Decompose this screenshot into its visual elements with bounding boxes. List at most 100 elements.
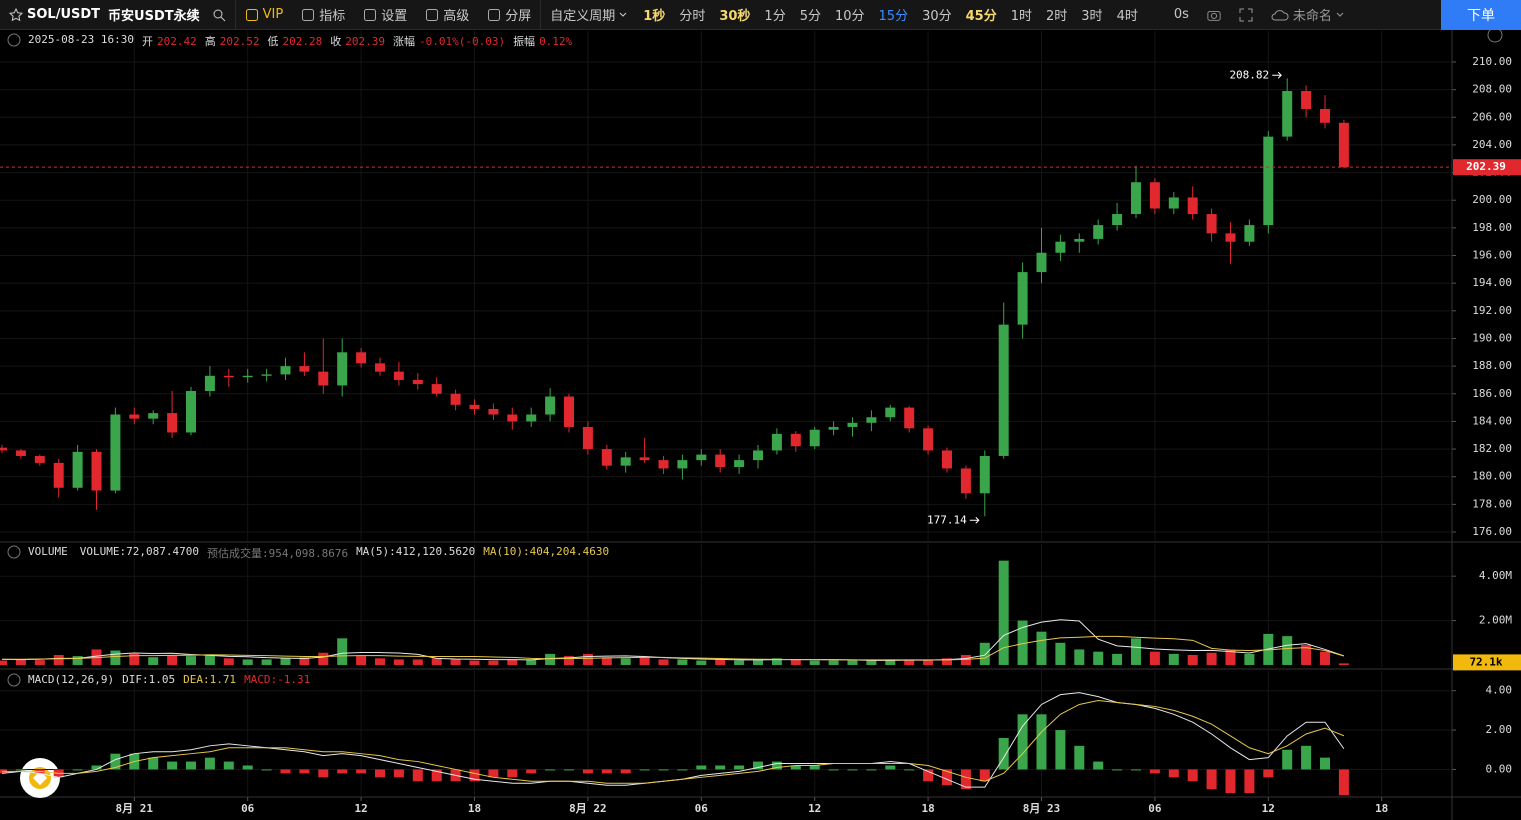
period[interactable]: 30秒 <box>719 9 751 24</box>
volume-bar <box>1074 649 1085 665</box>
volume-bar <box>412 659 423 665</box>
candle-body <box>696 454 707 461</box>
menu-item[interactable]: 指标 <box>292 0 354 30</box>
candle-body <box>318 371 329 386</box>
legend-item: VOLUME:72,087.4700 <box>79 545 199 558</box>
macd-bar <box>923 769 934 782</box>
y-tick-label: 4.00 <box>1486 684 1513 697</box>
menu-icon <box>302 8 315 21</box>
candle-body <box>1187 197 1198 215</box>
menu-item[interactable]: 设置 <box>354 0 416 30</box>
period[interactable]: 3时 <box>1081 9 1103 24</box>
candle-body <box>375 363 386 372</box>
candle-body <box>1112 214 1123 226</box>
candle-body <box>563 396 574 427</box>
volume-bar <box>771 658 782 665</box>
macd-bar <box>866 769 877 771</box>
menu-item[interactable]: VIP <box>236 0 293 30</box>
macd-bar <box>1036 714 1047 770</box>
macd-bar <box>620 769 631 774</box>
volume-bar <box>998 560 1009 665</box>
periods: 1秒 分时 30秒 1分 5分 10分 15分 30分 45分 1时 2时 3时 4时 <box>636 5 1145 24</box>
macd-bar <box>752 761 763 770</box>
order-button[interactable]: 下单 <box>1441 0 1521 30</box>
volume-bar <box>563 656 574 665</box>
candle-body <box>0 447 8 451</box>
period[interactable]: 5分 <box>799 9 821 24</box>
period[interactable]: 4时 <box>1116 9 1138 24</box>
volume-bar <box>34 660 45 665</box>
candle-body <box>261 374 272 376</box>
layout[interactable]: 未命名 <box>1262 0 1353 30</box>
collapse-icon[interactable] <box>7 673 21 687</box>
menu-item[interactable]: 高级 <box>416 0 478 30</box>
candle-body <box>34 455 45 463</box>
period[interactable]: 1秒 <box>643 9 666 24</box>
legend-item: 预估成交量:954,098.8676 <box>206 547 349 560</box>
macd-bar <box>223 761 234 770</box>
period[interactable]: 10分 <box>834 9 865 24</box>
macd-bar <box>148 757 159 770</box>
high-arrow <box>1272 71 1282 79</box>
symbol[interactable]: SOL/USDT 币安USDT永续 <box>0 0 235 30</box>
candle-body <box>941 450 952 469</box>
search-icon[interactable] <box>212 8 226 22</box>
macd-bar <box>186 761 197 770</box>
menu-item[interactable]: 分屏 <box>478 0 540 30</box>
candle-body <box>979 455 990 494</box>
candle-body <box>204 375 215 391</box>
y-tick-label: 176.00 <box>1472 525 1512 538</box>
volume-bar <box>129 653 140 665</box>
volume-bar <box>1338 663 1349 665</box>
volume-bar <box>1149 651 1160 665</box>
separator <box>234 0 236 30</box>
candle-body <box>110 414 121 491</box>
volume-bar <box>318 652 329 665</box>
candle-body <box>601 449 612 466</box>
macd-bar <box>110 753 121 770</box>
info-label: 涨幅 <box>392 35 415 48</box>
custom-period[interactable]: 自定义周期 <box>541 0 636 30</box>
macd-bar <box>1225 769 1236 794</box>
volume-bar <box>450 659 461 665</box>
macd-bar <box>1149 769 1160 774</box>
volume-legend: VOLUME VOLUME:72,087.4700 预估成交量:954,098.86… <box>28 545 609 561</box>
volume-bar <box>1093 651 1104 665</box>
y-tick-label: 208.00 <box>1472 83 1512 96</box>
candle-body <box>1244 225 1255 242</box>
chevron <box>619 12 627 17</box>
collapse-icon[interactable] <box>7 33 21 47</box>
volume-bar <box>658 659 669 665</box>
period[interactable]: 30分 <box>922 9 952 24</box>
macd-bar <box>677 769 688 771</box>
collapse-icon[interactable] <box>7 545 21 559</box>
period[interactable]: 1分 <box>764 9 786 24</box>
macd-bar <box>299 769 310 774</box>
fullscreen[interactable] <box>1230 0 1262 30</box>
period[interactable]: 15分 <box>878 9 909 24</box>
countdown: 0s <box>1165 0 1198 30</box>
volume-bar <box>828 660 839 665</box>
period[interactable]: 45分 <box>965 9 997 24</box>
candle-body <box>431 384 442 394</box>
candle-body <box>998 324 1009 456</box>
volume-bar <box>696 660 707 665</box>
candle-body <box>715 454 726 468</box>
fullscreen-icon <box>1239 8 1253 21</box>
macd-bar <box>998 737 1009 770</box>
screenshot[interactable] <box>1198 0 1230 30</box>
candle-body <box>620 457 631 466</box>
y-tick-label: 182.00 <box>1472 442 1512 455</box>
volume-bar <box>1187 654 1198 665</box>
x-tick-label: 06 <box>1148 802 1162 815</box>
period[interactable]: 2时 <box>1046 9 1068 24</box>
period[interactable]: 1时 <box>1010 9 1032 24</box>
period[interactable]: 分时 <box>679 9 706 24</box>
candle-body <box>507 414 518 422</box>
volume-bar <box>601 657 612 665</box>
macd-bar <box>1263 769 1274 778</box>
info-value: 0.12% <box>539 35 573 48</box>
candle-body <box>960 468 971 494</box>
x-tick-label: 18 <box>468 802 481 815</box>
